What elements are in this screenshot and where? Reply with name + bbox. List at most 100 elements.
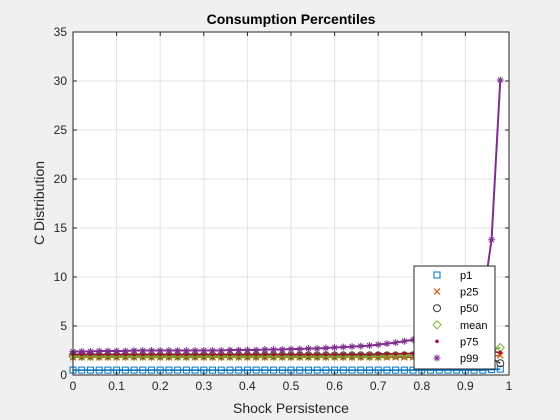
x-tick-label: 0.4	[239, 379, 256, 393]
data-point-p75	[393, 352, 398, 356]
data-point-p99	[209, 347, 217, 354]
data-point-mean	[373, 351, 383, 362]
data-point-p99	[130, 347, 138, 354]
data-point-p1	[95, 366, 103, 374]
data-point-p1	[121, 366, 129, 374]
data-point-p1	[313, 366, 321, 374]
data-point-p75	[280, 352, 285, 357]
data-point-p99	[409, 336, 417, 344]
chart-title: Consumption Percentiles	[207, 11, 376, 27]
data-point-p99	[226, 346, 234, 354]
x-axis-label: Shock Persistence	[233, 400, 349, 416]
data-point-p1	[235, 366, 243, 374]
data-point-p99	[78, 347, 86, 355]
data-point-p99	[496, 76, 504, 84]
legend-marker-p25	[433, 288, 441, 296]
x-tick-label: 1	[506, 379, 513, 393]
x-tick-label: 0.6	[326, 379, 343, 393]
data-point-p99	[86, 347, 94, 355]
data-point-p1	[322, 366, 330, 374]
data-point-p99	[147, 347, 155, 354]
data-point-p99	[174, 347, 182, 354]
data-point-p50	[496, 359, 505, 368]
data-point-p99	[383, 340, 391, 348]
legend-marker-p99	[433, 354, 441, 362]
data-point-p1	[261, 366, 269, 374]
data-point-p99	[270, 346, 278, 354]
data-point-p99	[191, 347, 199, 354]
data-point-p99	[322, 344, 330, 352]
legend-marker-p75	[435, 339, 439, 344]
data-point-p1	[217, 366, 225, 374]
data-point-p75	[332, 352, 337, 357]
y-tick-label: 30	[54, 74, 68, 88]
legend-label-p75: p75	[460, 336, 478, 348]
ticks: 0 0.1 0.2 0.3 0.4 0.5 0.6 0.7 0.8 0.9 105101520253…	[54, 25, 513, 393]
y-tick-label: 20	[54, 172, 68, 186]
data-point-p99	[278, 346, 286, 354]
data-point-p1	[278, 366, 286, 374]
data-point-p99	[104, 347, 112, 355]
data-point-p75	[367, 352, 372, 357]
data-point-p1	[252, 366, 260, 374]
data-point-p75	[324, 352, 328, 357]
data-point-p1	[226, 366, 234, 374]
x-tick-label: 0.1	[108, 379, 125, 393]
data-point-p1	[209, 366, 217, 374]
data-point-p1	[165, 366, 173, 374]
data-point-p75	[350, 352, 354, 357]
data-point-p1	[270, 366, 278, 374]
legend-label-p1: p1	[460, 270, 472, 282]
legend-box	[413, 265, 496, 370]
data-point-p99	[113, 347, 121, 355]
legend: p1 p25 p50 mean p75 p99	[413, 265, 496, 370]
data-point-p75	[271, 352, 276, 357]
data-point-p1	[496, 365, 504, 373]
data-point-p1	[78, 366, 86, 374]
legend-marker-p50	[433, 304, 441, 313]
data-point-p99	[331, 344, 339, 352]
data-point-p75	[402, 351, 407, 356]
data-point-p75	[297, 352, 302, 357]
data-point-p1	[174, 366, 182, 374]
data-point-p1	[348, 366, 356, 374]
data-point-p99	[287, 345, 295, 353]
data-point-p1	[409, 366, 417, 374]
series-line-p1	[73, 368, 501, 371]
data-point-p99	[365, 342, 373, 350]
y-tick-label: 0	[60, 368, 67, 382]
data-point-p75	[315, 352, 320, 357]
data-point-p99	[182, 347, 190, 354]
data-point-p1	[139, 366, 147, 374]
x-tick-label: 0.9	[457, 379, 474, 393]
x-tick-label: 0.8	[413, 379, 430, 393]
data-point-p1	[191, 366, 199, 374]
y-tick-label: 35	[54, 25, 68, 39]
data-point-p99	[217, 347, 225, 354]
data-point-p1	[339, 366, 347, 374]
data-point-p99	[165, 347, 173, 354]
data-point-p1	[296, 366, 304, 374]
data-point-p99	[121, 347, 129, 355]
legend-marker-mean	[432, 320, 442, 330]
data-point-p75	[306, 352, 311, 357]
legend-marker-p1	[433, 271, 441, 279]
data-point-p99	[339, 343, 347, 351]
data-point-p1	[304, 366, 312, 374]
data-point-p1	[357, 366, 365, 374]
data-point-p1	[104, 366, 112, 374]
x-tick-label: 0.2	[152, 379, 169, 393]
data-point-p1	[130, 366, 138, 374]
data-point-p99	[348, 343, 356, 351]
data-point-p99	[374, 341, 382, 349]
legend-label-mean: mean	[460, 320, 488, 332]
data-point-p99	[139, 347, 147, 354]
y-axis-label: C Distribution	[31, 161, 47, 245]
data-point-p25	[496, 351, 504, 359]
data-point-p75	[262, 352, 267, 357]
data-point-p75	[498, 350, 503, 355]
data-point-p1	[86, 366, 94, 374]
y-tick-label: 25	[54, 123, 68, 137]
data-point-p99	[200, 347, 208, 354]
